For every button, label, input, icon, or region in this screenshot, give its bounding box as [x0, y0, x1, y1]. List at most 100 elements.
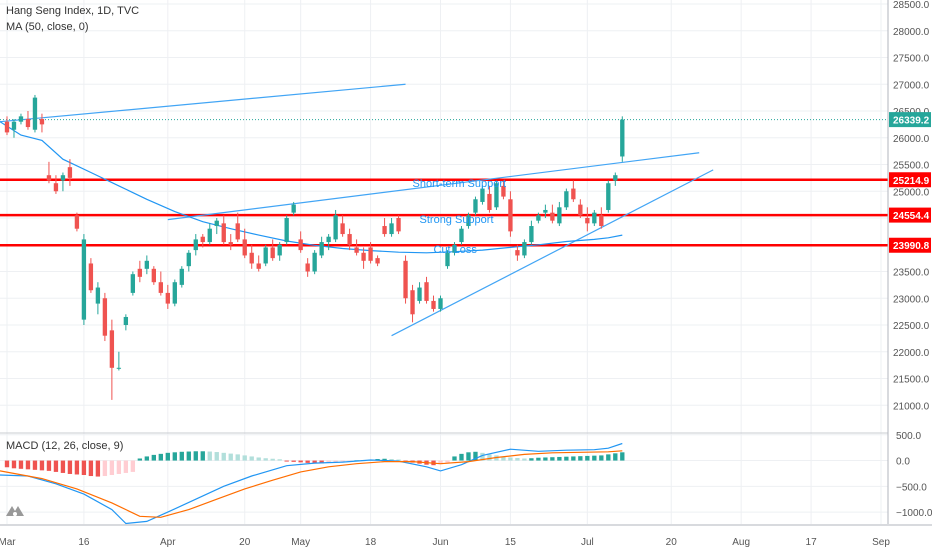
candle-body[interactable]: [599, 215, 604, 227]
candle-body[interactable]: [137, 268, 143, 277]
candle-body[interactable]: [375, 258, 380, 264]
candle[interactable]: [137, 260, 143, 283]
candle-body[interactable]: [410, 290, 415, 315]
candle[interactable]: [452, 242, 457, 256]
candle-body[interactable]: [347, 234, 352, 245]
candle[interactable]: [445, 250, 450, 269]
candle-body[interactable]: [319, 242, 324, 256]
candle-body[interactable]: [25, 119, 31, 128]
candle[interactable]: [620, 116, 625, 162]
candle-body[interactable]: [151, 268, 156, 283]
candle-body[interactable]: [578, 204, 583, 216]
candle[interactable]: [179, 266, 184, 288]
candle[interactable]: [557, 201, 562, 227]
candle[interactable]: [11, 119, 17, 138]
candle[interactable]: [361, 247, 366, 269]
candle-body[interactable]: [382, 226, 387, 235]
candle[interactable]: [396, 215, 401, 235]
candles[interactable]: [4, 94, 625, 400]
candle-body[interactable]: [123, 316, 129, 325]
candle-body[interactable]: [221, 223, 226, 243]
candle-body[interactable]: [67, 167, 73, 178]
candle-body[interactable]: [613, 175, 618, 181]
candle-body[interactable]: [466, 215, 471, 227]
candle[interactable]: [277, 242, 282, 261]
candle-body[interactable]: [53, 183, 59, 192]
candle-body[interactable]: [620, 119, 625, 157]
candle[interactable]: [494, 180, 499, 210]
candle-body[interactable]: [585, 218, 590, 224]
candle[interactable]: [466, 212, 471, 229]
candle[interactable]: [221, 215, 226, 245]
candle-body[interactable]: [424, 282, 429, 301]
candle-body[interactable]: [326, 236, 331, 243]
candle[interactable]: [284, 215, 289, 245]
candle-body[interactable]: [116, 367, 122, 369]
candle-body[interactable]: [102, 298, 108, 336]
candle-body[interactable]: [571, 188, 576, 200]
candle-body[interactable]: [354, 247, 359, 253]
candle-body[interactable]: [228, 242, 233, 245]
candle-body[interactable]: [130, 274, 136, 293]
candle-body[interactable]: [214, 220, 219, 227]
candle-body[interactable]: [557, 207, 562, 224]
support-levels[interactable]: [0, 119, 888, 247]
candle-body[interactable]: [564, 191, 569, 208]
candle[interactable]: [165, 284, 170, 309]
candle[interactable]: [25, 111, 31, 130]
candle-body[interactable]: [333, 215, 338, 240]
candle-body[interactable]: [305, 263, 310, 272]
candle[interactable]: [613, 172, 618, 186]
candle-body[interactable]: [368, 247, 373, 261]
candle-body[interactable]: [529, 226, 534, 243]
candle[interactable]: [214, 218, 219, 235]
candle-body[interactable]: [18, 116, 24, 122]
candle[interactable]: [207, 223, 212, 245]
candle[interactable]: [32, 94, 38, 133]
candle-body[interactable]: [522, 242, 527, 256]
candle[interactable]: [592, 209, 597, 227]
candle-body[interactable]: [249, 252, 254, 264]
candle-body[interactable]: [165, 292, 170, 304]
candle[interactable]: [599, 207, 604, 229]
candle-body[interactable]: [438, 298, 443, 309]
candle[interactable]: [473, 196, 478, 216]
candle-body[interactable]: [312, 252, 317, 272]
candle[interactable]: [263, 244, 268, 267]
candle[interactable]: [46, 161, 52, 184]
candle-body[interactable]: [361, 252, 366, 261]
candle-body[interactable]: [284, 218, 289, 243]
candle-body[interactable]: [417, 287, 422, 301]
annotation-text[interactable]: Short-term Support: [413, 178, 507, 190]
candle[interactable]: [389, 218, 394, 237]
candle[interactable]: [39, 113, 45, 133]
candle-body[interactable]: [494, 183, 499, 208]
candle[interactable]: [487, 185, 492, 213]
candle[interactable]: [403, 255, 408, 304]
candle[interactable]: [571, 180, 576, 202]
candle-body[interactable]: [193, 239, 198, 251]
candle-body[interactable]: [396, 218, 401, 232]
candle[interactable]: [410, 284, 415, 323]
candle-body[interactable]: [445, 252, 450, 267]
candle[interactable]: [81, 234, 87, 325]
candle[interactable]: [305, 258, 310, 277]
candle[interactable]: [543, 204, 548, 218]
candle-body[interactable]: [172, 282, 177, 304]
candle-body[interactable]: [60, 175, 66, 181]
candle-body[interactable]: [473, 199, 478, 213]
candle-body[interactable]: [186, 252, 191, 267]
candle-body[interactable]: [270, 247, 275, 259]
candle[interactable]: [578, 199, 583, 218]
annotation-text[interactable]: Strong Support: [420, 214, 494, 226]
candle[interactable]: [536, 212, 541, 224]
candle-body[interactable]: [144, 260, 150, 269]
candle[interactable]: [4, 116, 10, 136]
candle[interactable]: [291, 201, 296, 216]
candle[interactable]: [256, 255, 261, 272]
candle-body[interactable]: [459, 228, 464, 243]
candle[interactable]: [102, 292, 108, 342]
candle[interactable]: [270, 239, 275, 261]
candle-body[interactable]: [606, 183, 611, 210]
candle-body[interactable]: [277, 244, 282, 256]
